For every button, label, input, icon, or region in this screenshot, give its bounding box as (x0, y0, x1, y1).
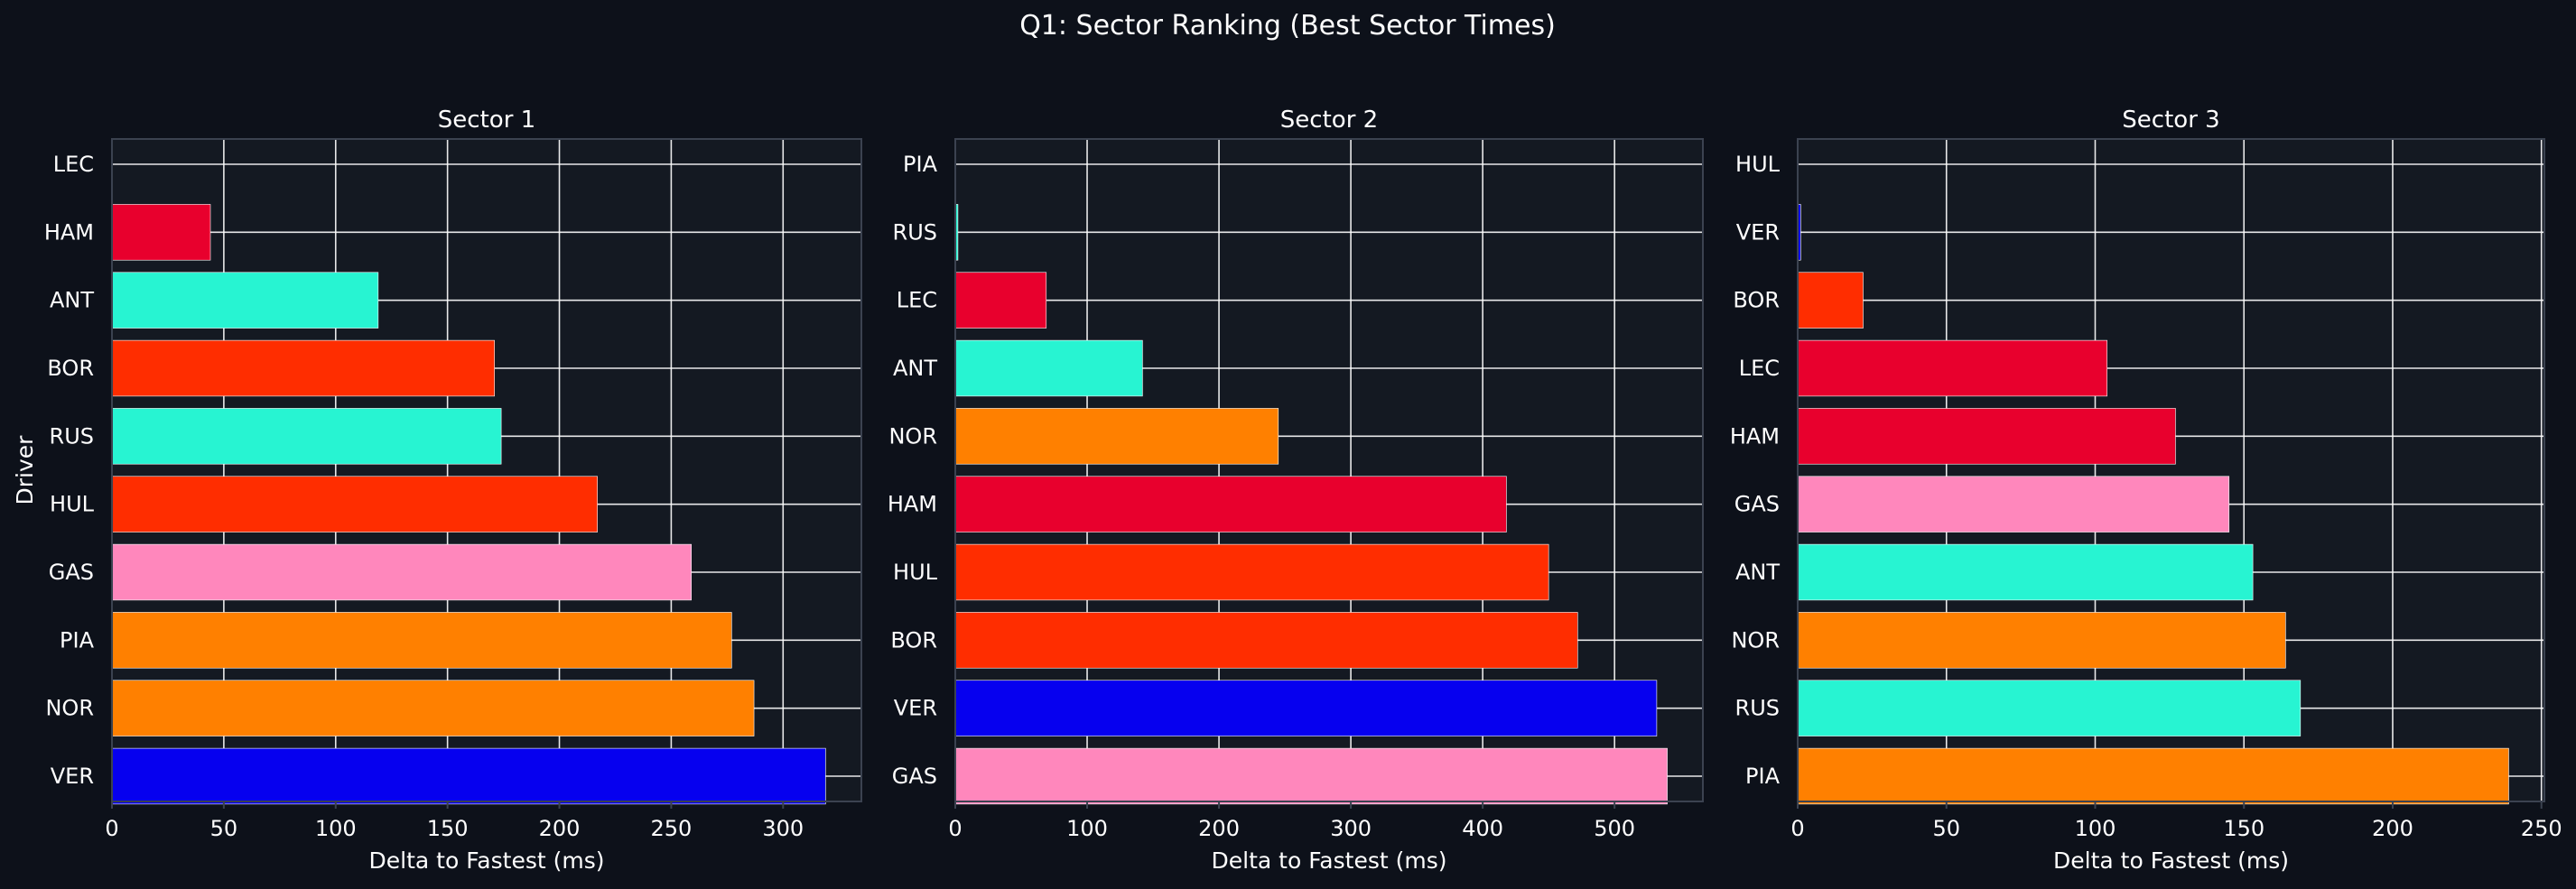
plot-frame (111, 138, 862, 802)
x-tick-label: 250 (2521, 816, 2562, 841)
bar-ver (954, 680, 1658, 736)
x-tick-label: 250 (650, 816, 692, 841)
bar-rus (1797, 680, 2302, 736)
y-tick-label: GAS (49, 560, 94, 585)
y-tick-label: PIA (60, 627, 95, 653)
x-tick-label: 0 (105, 816, 118, 841)
x-tick-label: 200 (1198, 816, 1240, 841)
bar-hul (111, 476, 598, 532)
chart-panel-3: HUL VER BOR LEC HAM GAS ANT NOR RUS PIA 0 50 100 150 2… (1730, 106, 2562, 874)
panel-title: Sector 1 (438, 106, 535, 134)
x-axis-label: Delta to Fastest (ms) (1212, 847, 1447, 874)
y-tick-label: HAM (44, 219, 94, 245)
x-tick-label: 50 (1932, 816, 1960, 841)
plot-frame (954, 138, 1704, 802)
bar-ant (954, 339, 1143, 397)
bar-nor (111, 680, 755, 736)
bar-nor (954, 408, 1279, 465)
bar-ver (111, 747, 826, 805)
panels: LEC HAM ANT BOR RUS HUL GAS PIA NOR VER 0 50 100 150 2… (12, 106, 2562, 874)
y-tick-label: GAS (1734, 492, 1780, 517)
y-tick-label: HAM (888, 492, 937, 517)
x-tick-label: 100 (1066, 816, 1108, 841)
bar-nor (1797, 612, 2286, 669)
y-tick-label: NOR (1731, 627, 1780, 653)
y-tick-label: ANT (1735, 560, 1780, 585)
y-tick-label: NOR (888, 423, 937, 449)
bar-ant (111, 272, 379, 329)
panel-title: Sector 3 (2122, 106, 2219, 134)
x-tick-label: 0 (948, 816, 962, 841)
y-axis-label: Driver (12, 435, 38, 505)
bar-ham (111, 204, 211, 261)
y-tick-label: LEC (53, 152, 94, 177)
bar-lec (954, 272, 1047, 329)
bar-bor (954, 612, 1578, 669)
x-tick-label: 50 (210, 816, 238, 841)
chart-panel-1: LEC HAM ANT BOR RUS HUL GAS PIA NOR VER 0 50 100 150 2… (12, 106, 862, 874)
bar-ham (1797, 408, 2176, 465)
y-tick-label: BOR (890, 627, 937, 653)
x-tick-label: 200 (2372, 816, 2413, 841)
x-tick-label: 400 (1462, 816, 1503, 841)
x-tick-label: 150 (427, 816, 469, 841)
x-tick-label: 300 (1330, 816, 1372, 841)
y-tick-label: RUS (893, 219, 937, 245)
bar-rus (111, 408, 502, 465)
panel-title: Sector 2 (1280, 106, 1378, 134)
y-tick-label: BOR (1733, 288, 1780, 313)
bar-lec (1797, 339, 2107, 397)
bar-ham (954, 476, 1507, 532)
y-tick-label: PIA (1745, 764, 1781, 789)
y-tick-label: PIA (903, 152, 938, 177)
y-tick-label: ANT (893, 356, 937, 381)
y-tick-label: HUL (50, 492, 95, 517)
y-tick-label: BOR (47, 356, 94, 381)
y-tick-label: HUL (1735, 152, 1781, 177)
bar-pia (111, 612, 732, 669)
y-tick-label: VER (894, 696, 937, 721)
y-tick-label: HAM (1730, 423, 1780, 449)
x-tick-label: 300 (762, 816, 804, 841)
x-tick-label: 100 (315, 816, 357, 841)
x-tick-label: 0 (1790, 816, 1804, 841)
x-tick-label: 100 (2075, 816, 2116, 841)
x-axis-label: Delta to Fastest (ms) (369, 847, 605, 874)
y-tick-label: VER (1736, 219, 1780, 245)
bar-gas (1797, 476, 2230, 532)
bar-gas (111, 543, 693, 601)
x-tick-label: 500 (1594, 816, 1635, 841)
y-tick-label: VER (51, 764, 94, 789)
y-tick-label: LEC (1739, 356, 1780, 381)
bar-gas (954, 747, 1668, 805)
y-tick-label: RUS (1735, 696, 1780, 721)
x-tick-label: 150 (2223, 816, 2264, 841)
bar-ant (1797, 543, 2254, 601)
y-tick-label: LEC (897, 288, 937, 313)
y-tick-label: ANT (50, 288, 94, 313)
bar-hul (954, 543, 1549, 601)
y-tick-label: GAS (892, 764, 937, 789)
plot-frame (1797, 138, 2545, 802)
y-tick-label: NOR (45, 696, 94, 721)
figure-title: Q1: Sector Ranking (Best Sector Times) (1019, 10, 1556, 42)
y-tick-label: RUS (50, 423, 94, 449)
bar-pia (1797, 747, 2509, 805)
chart-panel-2: PIA RUS LEC ANT NOR HAM HUL BOR VER GAS 0 100 200 300… (888, 106, 1704, 874)
bar-bor (1797, 272, 1864, 329)
x-tick-label: 200 (539, 816, 581, 841)
y-tick-label: HUL (893, 560, 938, 585)
bar-bor (111, 339, 495, 397)
x-axis-label: Delta to Fastest (ms) (2053, 847, 2289, 874)
